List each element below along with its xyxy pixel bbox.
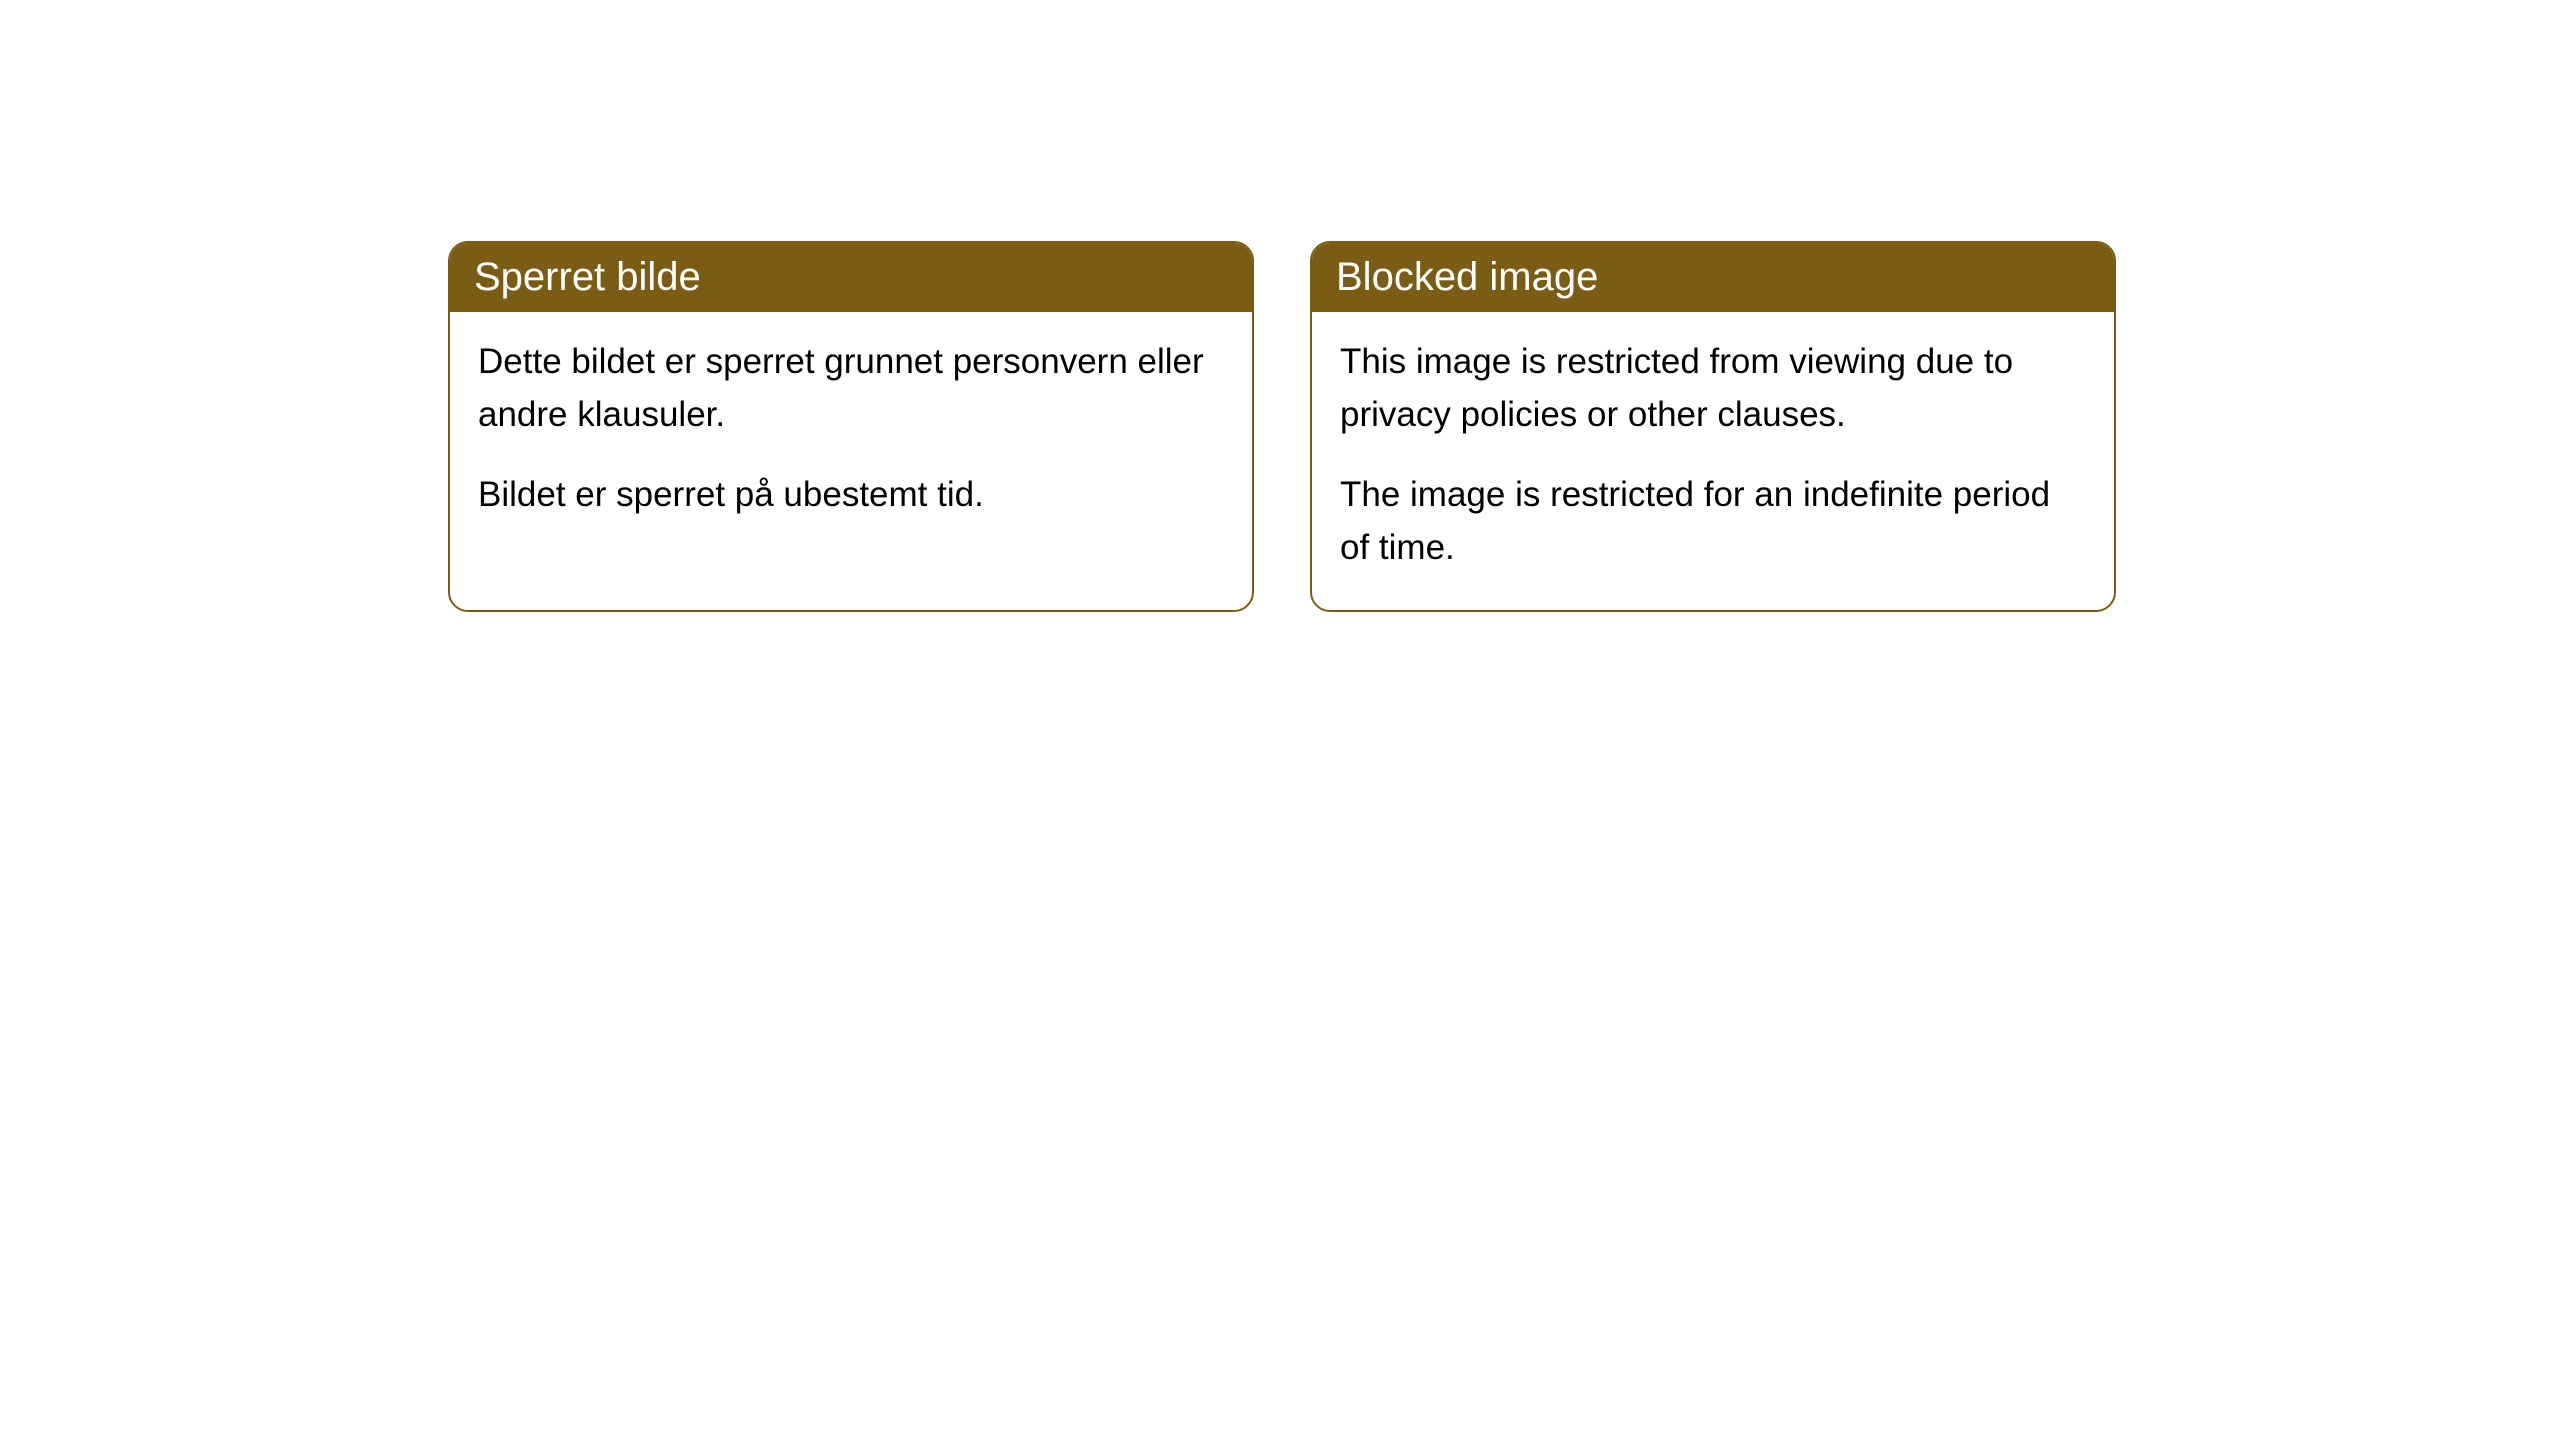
card-paragraph-english-1: This image is restricted from viewing du… bbox=[1340, 336, 2086, 441]
card-title-norwegian: Sperret bilde bbox=[474, 255, 701, 299]
card-body-norwegian: Dette bildet er sperret grunnet personve… bbox=[450, 312, 1252, 558]
card-paragraph-english-2: The image is restricted for an indefinit… bbox=[1340, 469, 2086, 574]
card-paragraph-norwegian-1: Dette bildet er sperret grunnet personve… bbox=[478, 336, 1224, 441]
card-title-english: Blocked image bbox=[1336, 255, 1598, 299]
blocked-image-card-norwegian: Sperret bilde Dette bildet er sperret gr… bbox=[448, 241, 1254, 612]
card-header-english: Blocked image bbox=[1312, 243, 2114, 312]
notice-container: Sperret bilde Dette bildet er sperret gr… bbox=[448, 241, 2116, 612]
card-header-norwegian: Sperret bilde bbox=[450, 243, 1252, 312]
blocked-image-card-english: Blocked image This image is restricted f… bbox=[1310, 241, 2116, 612]
card-body-english: This image is restricted from viewing du… bbox=[1312, 312, 2114, 610]
card-paragraph-norwegian-2: Bildet er sperret på ubestemt tid. bbox=[478, 469, 1224, 522]
